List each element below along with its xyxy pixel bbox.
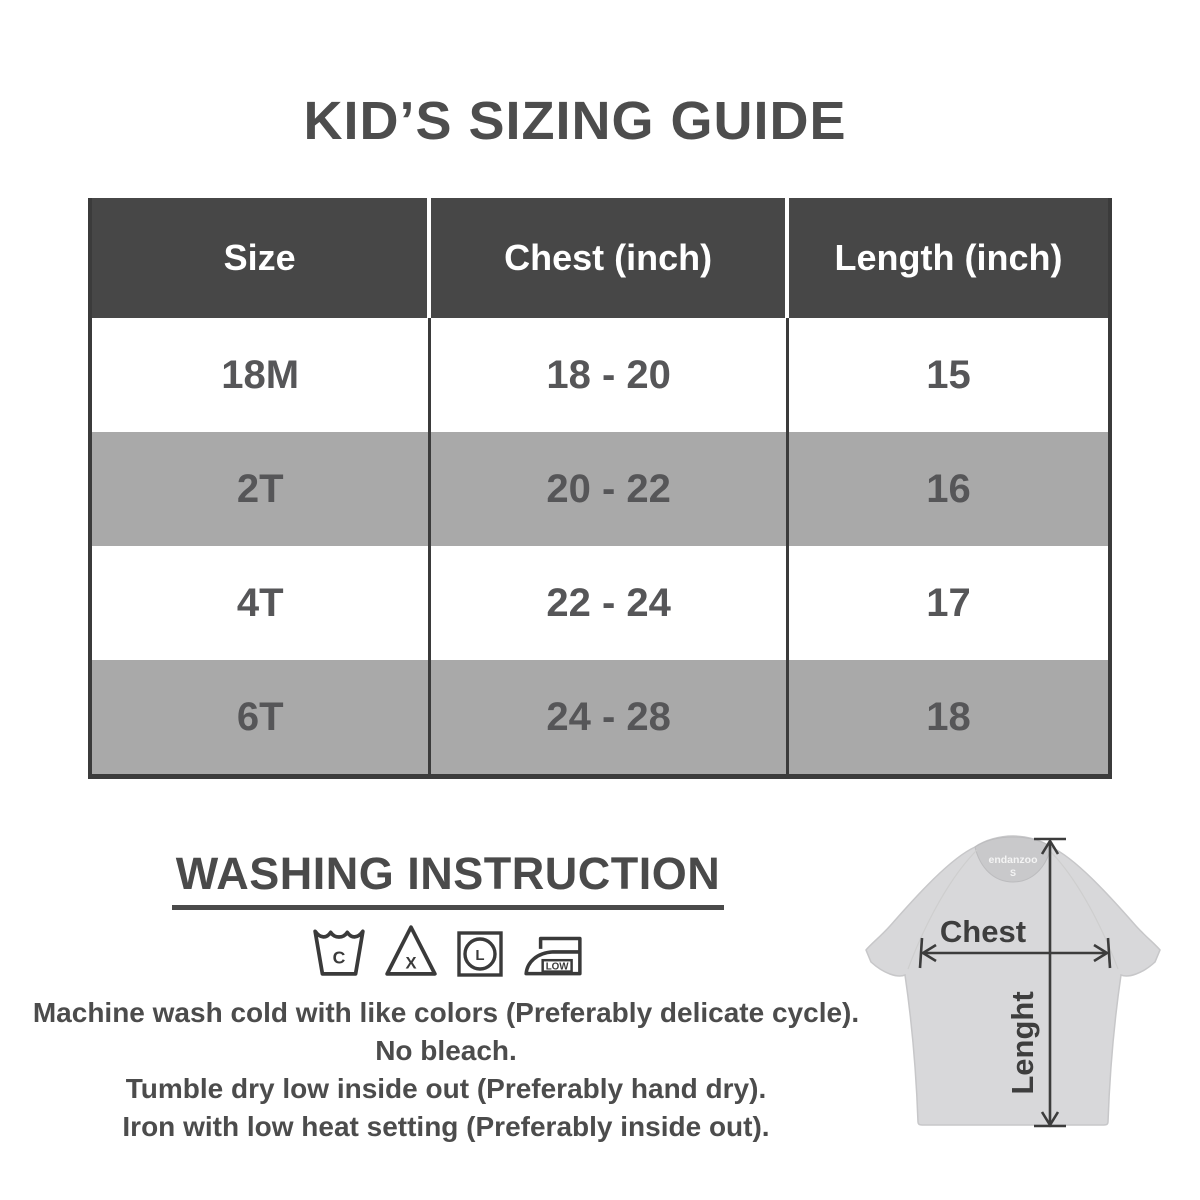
iron-low-icon: LOW	[524, 936, 582, 976]
header-chest: Chest (inch)	[431, 198, 789, 318]
cell-size: 18M	[92, 318, 432, 432]
care-icons: C X L LOW	[0, 922, 896, 978]
care-line: No bleach.	[375, 1035, 517, 1066]
header-size: Size	[92, 198, 432, 318]
no-bleach-letter: X	[405, 954, 416, 973]
care-instructions-text: Machine wash cold with like colors (Pref…	[0, 994, 892, 1146]
tumble-dry-low-icon: L	[457, 931, 503, 977]
size-table-header-row: Size Chest (inch) Length (inch)	[92, 198, 1108, 318]
washing-instruction-heading: WASHING INSTRUCTION	[171, 848, 725, 910]
size-table: Size Chest (inch) Length (inch) 18M 18 -…	[88, 198, 1112, 779]
table-row: 4T 22 - 24 17	[92, 546, 1108, 660]
cell-size: 6T	[92, 660, 432, 774]
care-line: Tumble dry low inside out (Preferably ha…	[125, 1073, 767, 1104]
cell-chest: 18 - 20	[431, 318, 789, 432]
tshirt-silhouette	[865, 835, 1161, 1126]
table-row: 18M 18 - 20 15	[92, 318, 1108, 432]
cell-length: 16	[926, 466, 971, 511]
table-row: 2T 20 - 22 16	[92, 432, 1108, 546]
cell-size: 4T	[92, 546, 432, 660]
care-line: Machine wash cold with like colors (Pref…	[32, 997, 860, 1028]
machine-wash-cold-icon: C	[313, 929, 365, 976]
size-tag: S	[1010, 868, 1016, 878]
iron-low-label: LOW	[546, 962, 570, 973]
tumble-dry-letter: L	[475, 947, 484, 964]
care-line: Iron with low heat setting (Preferably i…	[122, 1111, 770, 1142]
cell-length: 18	[926, 694, 971, 739]
page-title: KID’S SIZING GUIDE	[303, 91, 847, 151]
raglan-seam-left	[907, 849, 978, 970]
cell-chest: 22 - 24	[431, 546, 789, 660]
no-bleach-icon: X	[385, 925, 437, 976]
washing-instruction-section: WASHING INSTRUCTION C X L LOW	[0, 848, 896, 978]
cell-chest: 20 - 22	[431, 432, 789, 546]
cell-size: 2T	[92, 432, 432, 546]
length-measure-arrow	[1034, 837, 1066, 1128]
cell-length: 15	[926, 352, 971, 397]
tshirt-measurement-diagram: endanzoo S Chest Lenght	[865, 835, 1161, 1128]
chest-label: Chest	[940, 914, 1026, 949]
cell-chest: 24 - 28	[431, 660, 789, 774]
table-row: 6T 24 - 28 18	[92, 660, 1108, 774]
chest-measure-arrow	[918, 937, 1112, 969]
cell-length: 17	[926, 580, 971, 625]
length-label: Lenght	[1005, 991, 1040, 1094]
wash-temp-letter: C	[333, 947, 346, 967]
header-length: Length (inch)	[834, 237, 1063, 278]
brand-label: endanzoo	[989, 854, 1038, 866]
raglan-seam-right	[1048, 849, 1119, 970]
